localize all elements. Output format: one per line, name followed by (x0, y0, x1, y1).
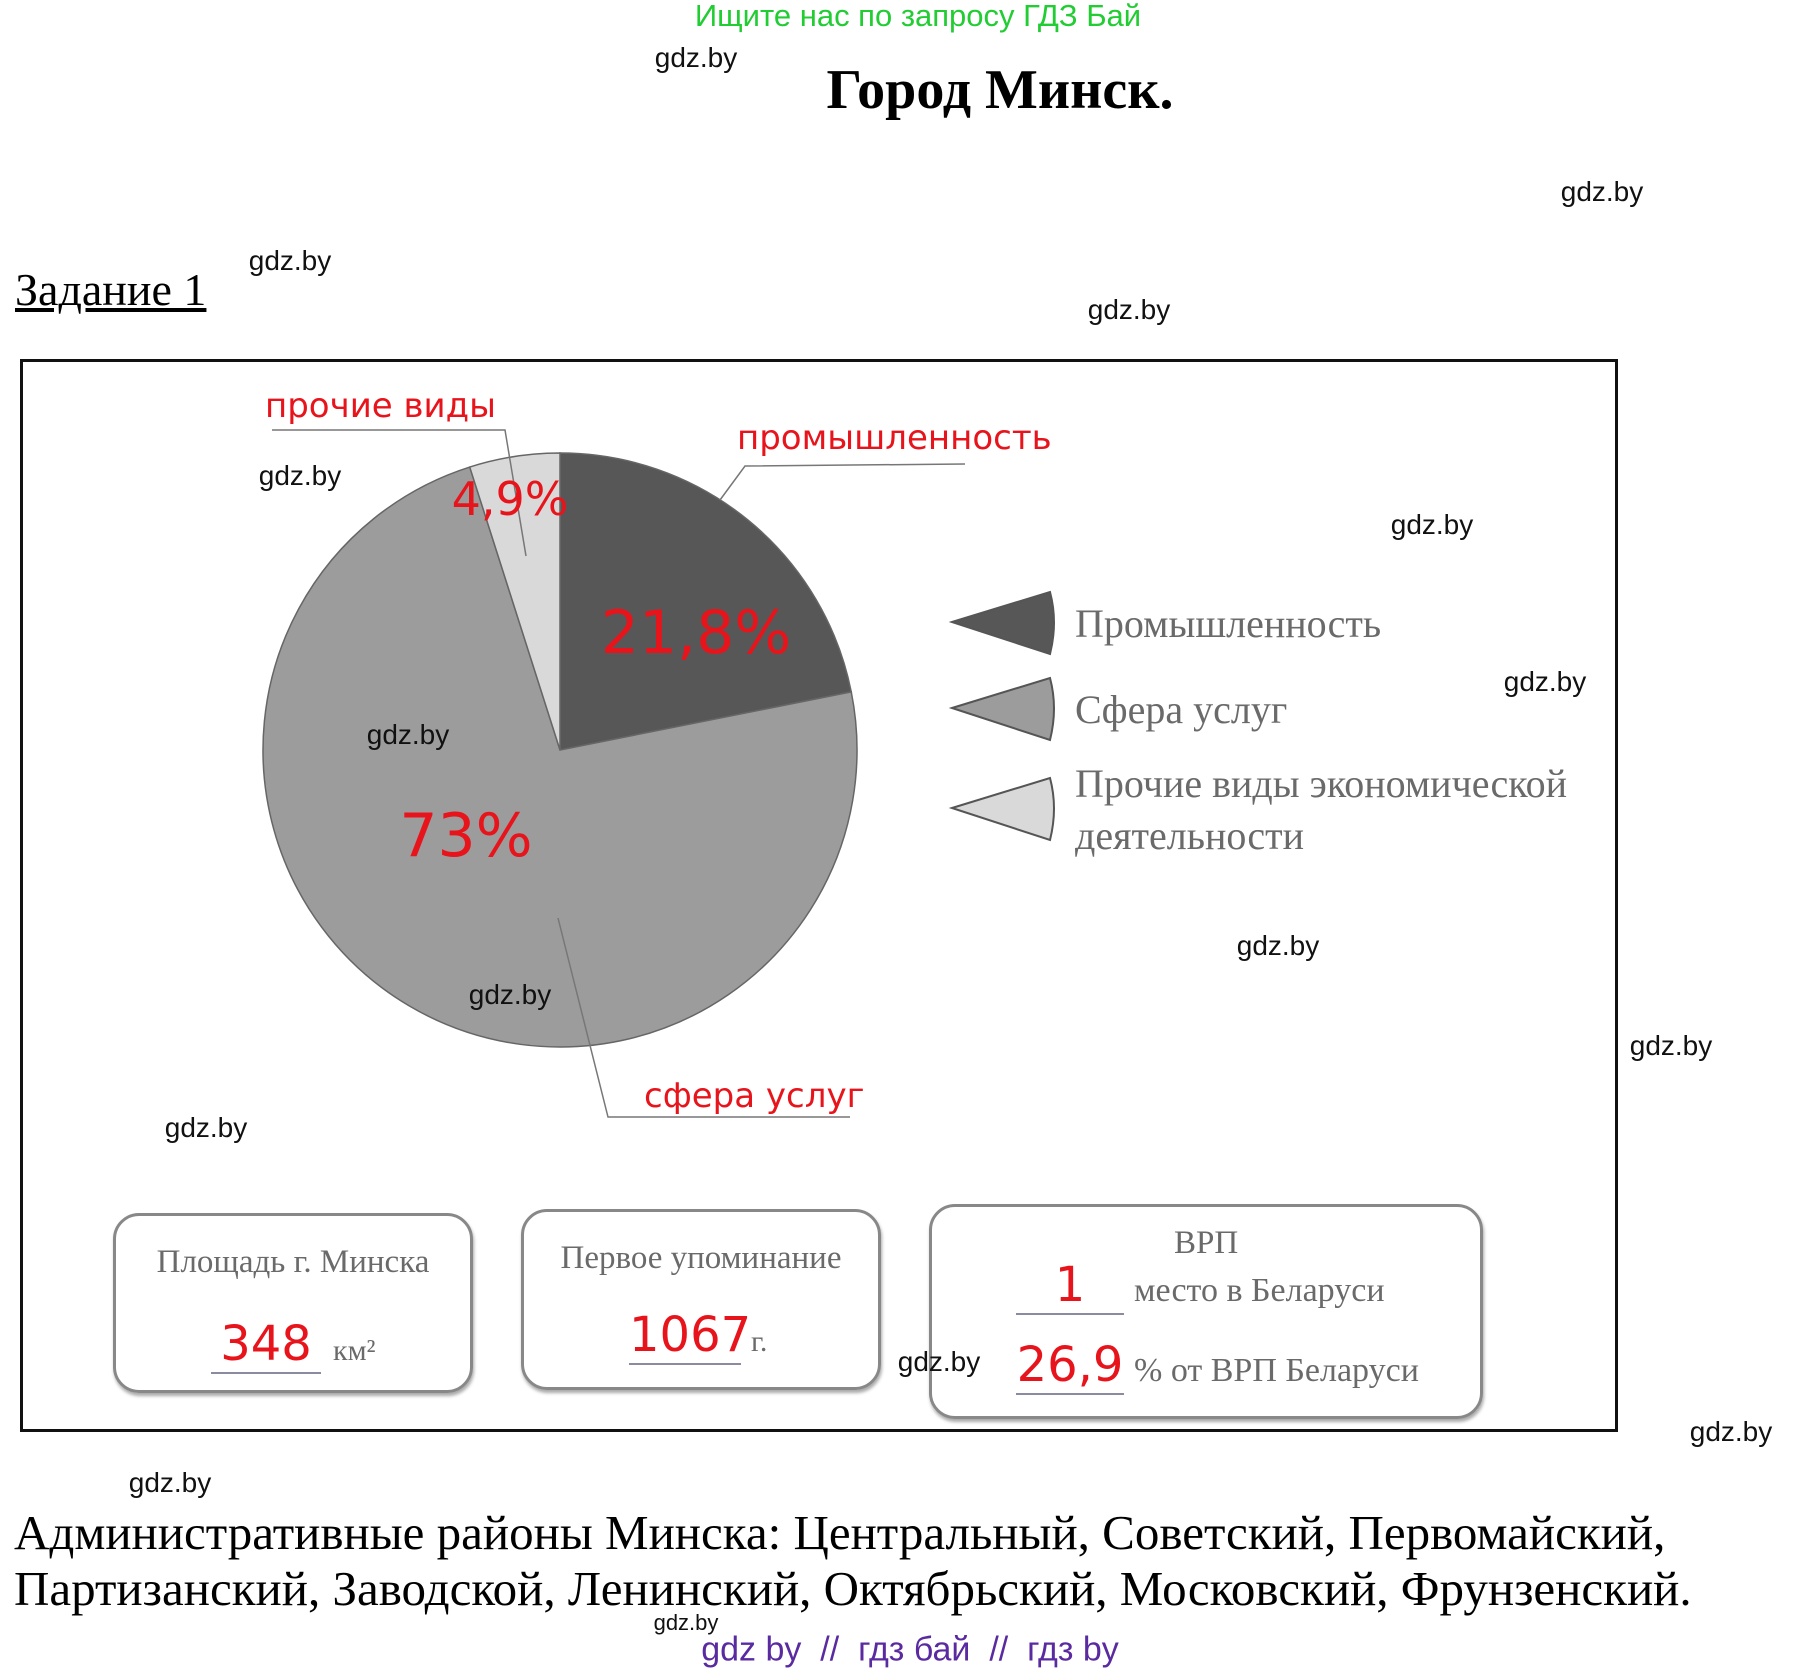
watermark: gdz.by (1629, 1030, 1713, 1061)
legend-marker-0 (948, 590, 1055, 656)
leader-other (272, 429, 527, 557)
area-label: Площадь г. Минска (156, 1244, 430, 1280)
leader-services (557, 917, 850, 1118)
legend-item-services: Сфера услуг (1075, 687, 1288, 732)
task-heading: Задание 1 (15, 264, 207, 315)
grp-title: ВРП (1174, 1225, 1239, 1261)
watermark: gdz.by (1503, 666, 1587, 697)
legend-marker-2 (948, 776, 1055, 842)
grp-share-label: % от ВРП Беларуси (1134, 1352, 1419, 1389)
watermark: gdz.by (128, 1467, 212, 1498)
callout-industry: промышленность (737, 418, 1052, 458)
grp-share: 26,9 (1016, 1337, 1124, 1395)
promo-text: Ищите нас по запросу ГДЗ Бай (694, 0, 1142, 33)
watermark: gdz.by (1390, 509, 1474, 540)
watermark: gdz.by (653, 1610, 719, 1635)
grp-rank: 1 (1016, 1257, 1124, 1315)
watermark: gdz.by (248, 245, 332, 276)
data-label-services: 73% (399, 801, 533, 871)
callout-services: сфера услуг (644, 1076, 865, 1116)
pie-slice-1 (262, 466, 858, 1048)
watermark: gdz.by (1236, 930, 1320, 961)
first-mention-unit: г. (751, 1325, 768, 1358)
leader-industry (719, 463, 966, 501)
watermark: gdz.by (1689, 1416, 1773, 1447)
watermark: gdz.by (164, 1112, 248, 1143)
pie-slice-2 (468, 452, 561, 751)
chart-frame (20, 359, 1618, 1432)
legend-item-other-cont: деятельности (1075, 813, 1304, 858)
watermark: gdz.by (258, 460, 342, 491)
districts-line-1: Административные районы Минска: Централь… (14, 1505, 1666, 1560)
area-unit: км² (333, 1334, 376, 1367)
page-title: Город Минск. (826, 59, 1174, 121)
area-value: 348 (211, 1316, 321, 1374)
first-mention-card: Первое упоминание 1067 г. (521, 1209, 881, 1390)
callout-other: прочие виды (265, 386, 497, 426)
data-label-industry: 21,8% (600, 598, 792, 668)
districts-line-2: Партизанский, Заводской, Ленинский, Октя… (14, 1561, 1692, 1616)
grp-card: ВРП 1 место в Беларуси 26,9 % от ВРП Бел… (929, 1204, 1483, 1419)
watermark: gdz.by (468, 979, 552, 1010)
watermark: gdz.by (1087, 294, 1171, 325)
first-mention-label: Первое упоминание (560, 1240, 842, 1276)
legend-marker-1 (948, 676, 1055, 742)
legend-item-other: Прочие виды экономической (1075, 761, 1568, 806)
first-mention-value: 1067 (629, 1307, 752, 1365)
legend-item-industry: Промышленность (1075, 601, 1382, 646)
watermark: gdz.by (897, 1346, 981, 1377)
watermark: gdz.by (1560, 176, 1644, 207)
data-label-other: 4,9% (451, 472, 569, 526)
leader-lines (272, 429, 966, 1118)
watermark: gdz.by (366, 719, 450, 750)
watermark: gdz.by (654, 42, 738, 73)
area-card: Площадь г. Минска 348 км² (113, 1213, 473, 1393)
grp-rank-label: место в Беларуси (1134, 1272, 1385, 1309)
pie-slice-0 (559, 452, 853, 751)
footer-links[interactable]: gdz by // гдз бай // гдз by (701, 1630, 1119, 1669)
